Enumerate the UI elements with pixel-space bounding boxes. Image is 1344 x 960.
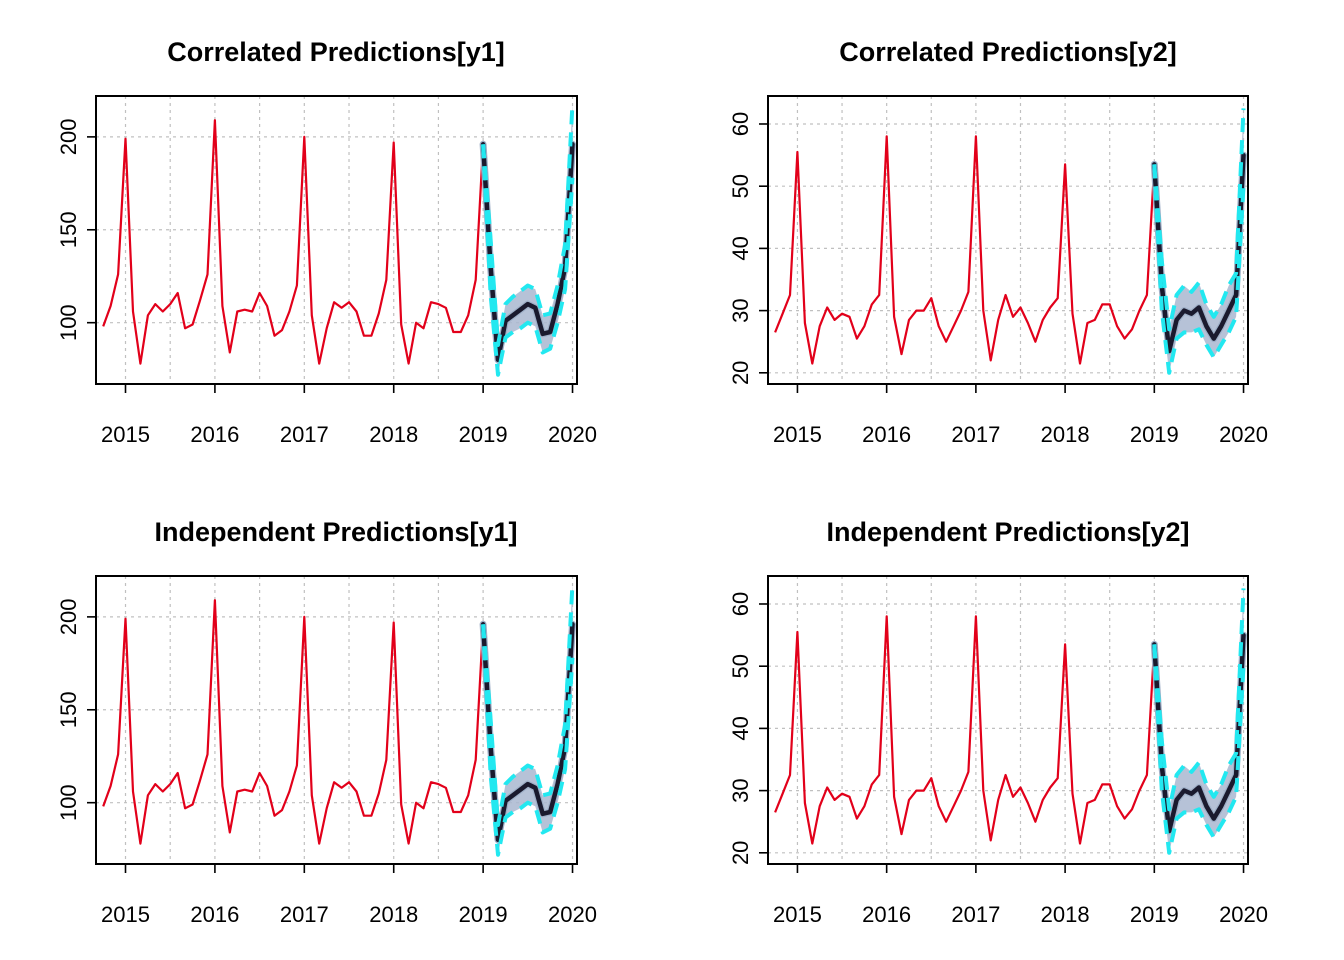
series-line-prediction [480, 622, 575, 843]
x-tick-label: 2019 [1130, 422, 1179, 447]
x-tick-label: 2015 [101, 902, 150, 927]
plot-area: 2015 2016 2017 2018 2019 2020 100 150 200 [56, 575, 597, 927]
x-tick-label: 2016 [862, 902, 911, 927]
series-line-interval-lower [1152, 164, 1246, 375]
y-tick-label: 200 [56, 599, 81, 636]
series-line-interval-upper [481, 103, 575, 347]
series-line-interval-upper [481, 583, 575, 827]
y-tick-label: 150 [56, 691, 81, 728]
x-tick-label: 2015 [773, 902, 822, 927]
series-line-prediction [480, 142, 575, 363]
x-tick-label: 2020 [548, 422, 597, 447]
prediction-interval-band [1154, 108, 1244, 373]
panel-title: Independent Predictions[y1] [154, 517, 517, 547]
series-line-observed [774, 135, 1156, 365]
panel-title: Independent Predictions[y2] [826, 517, 1189, 547]
prediction-interval-band [483, 583, 573, 855]
x-tick-label: 2016 [190, 422, 239, 447]
series-line-observed [102, 599, 485, 845]
y-tick-label: 20 [728, 361, 753, 385]
panel-title: Correlated Predictions[y1] [167, 37, 505, 67]
x-tick-label: 2018 [369, 422, 418, 447]
y-tick-label: 100 [56, 784, 81, 821]
panel-correlated-y2: Correlated Predictions[y2] 2015 2016 2017 2… [728, 37, 1268, 447]
x-tick-label: 2020 [1219, 902, 1268, 927]
y-tick-label: 30 [728, 778, 753, 802]
series-line-prediction [1152, 152, 1246, 354]
series-line-interval-upper [1152, 108, 1246, 332]
series-line-interval-lower [1152, 644, 1246, 855]
x-tick-label: 2020 [1219, 422, 1268, 447]
y-tick-label: 40 [728, 236, 753, 260]
x-tick-label: 2015 [773, 422, 822, 447]
x-tick-label: 2018 [369, 902, 418, 927]
x-tick-label: 2019 [1130, 902, 1179, 927]
x-tick-label: 2020 [548, 902, 597, 927]
y-tick-label: 60 [728, 112, 753, 136]
panel-correlated-y1: Correlated Predictions[y1] 2015 2016 2017 2… [56, 37, 597, 447]
y-tick-label: 150 [56, 211, 81, 248]
x-tick-label: 2017 [951, 902, 1000, 927]
y-tick-label: 200 [56, 119, 81, 156]
plot-frame [95, 95, 578, 385]
y-tick-label: 60 [728, 592, 753, 616]
x-tick-label: 2018 [1041, 902, 1090, 927]
series-line-interval-upper [1152, 588, 1246, 812]
plot-area: 2015 2016 2017 2018 2019 2020 100 150 200 [56, 95, 597, 447]
x-tick-label: 2015 [101, 422, 150, 447]
x-tick-label: 2017 [280, 902, 329, 927]
plot-frame [767, 95, 1249, 385]
y-tick-label: 20 [728, 841, 753, 865]
y-tick-label: 50 [728, 174, 753, 198]
y-tick-label: 30 [728, 298, 753, 322]
prediction-interval-band [483, 103, 573, 375]
x-tick-label: 2017 [951, 422, 1000, 447]
series-line-observed [774, 615, 1156, 845]
plot-frame [767, 575, 1249, 865]
x-tick-label: 2018 [1041, 422, 1090, 447]
plot-frame [95, 575, 578, 865]
y-tick-label: 100 [56, 304, 81, 341]
y-tick-label: 50 [728, 654, 753, 678]
x-tick-label: 2016 [862, 422, 911, 447]
panel-title: Correlated Predictions[y2] [839, 37, 1177, 67]
y-tick-label: 40 [728, 716, 753, 740]
series-line-interval-lower [481, 624, 575, 857]
series-line-observed [102, 119, 485, 365]
panel-independent-y2: Independent Predictions[y2] 2015 2016 2017… [728, 517, 1268, 927]
x-tick-label: 2019 [459, 902, 508, 927]
series-line-interval-lower [481, 144, 575, 377]
prediction-interval-band [1154, 588, 1244, 853]
panel-independent-y1: Independent Predictions[y1] 2015 2016 2017… [56, 517, 597, 927]
x-tick-label: 2016 [190, 902, 239, 927]
series-line-prediction [1152, 632, 1246, 834]
x-tick-label: 2017 [280, 422, 329, 447]
x-tick-label: 2019 [459, 422, 508, 447]
